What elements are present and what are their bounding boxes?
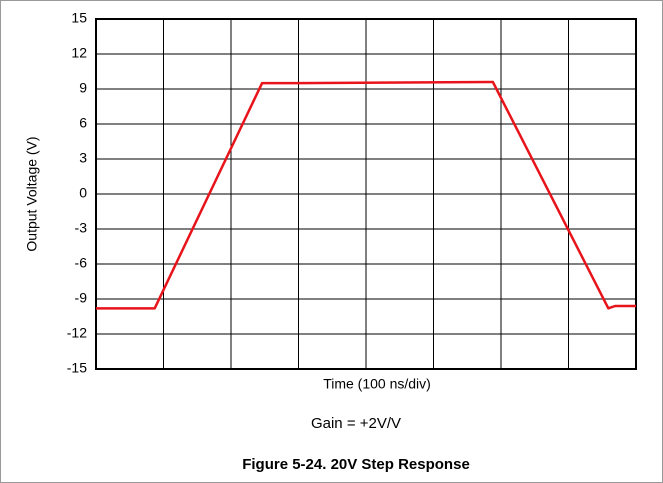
y-tick-label: 6: [79, 115, 87, 131]
y-tick-label: 0: [79, 185, 87, 201]
y-tick-label: -15: [67, 360, 87, 376]
y-tick-label: -12: [67, 325, 87, 341]
y-tick-label: -9: [75, 290, 88, 306]
y-tick-label: 15: [71, 10, 87, 26]
y-tick-label: -6: [75, 255, 88, 271]
y-axis-label: Output Voltage (V): [24, 136, 40, 251]
y-tick-label: -3: [75, 220, 88, 236]
caption: Figure 5-24. 20V Step Response: [242, 456, 470, 473]
y-tick-label: 12: [71, 45, 87, 61]
annotation: Gain = +2V/V: [311, 415, 401, 432]
y-tick-label: 3: [79, 150, 87, 166]
y-tick-label: 9: [79, 80, 87, 96]
plot-border: [95, 18, 637, 370]
x-axis-label: Time (100 ns/div): [323, 376, 431, 392]
series-line: [96, 80, 636, 310]
